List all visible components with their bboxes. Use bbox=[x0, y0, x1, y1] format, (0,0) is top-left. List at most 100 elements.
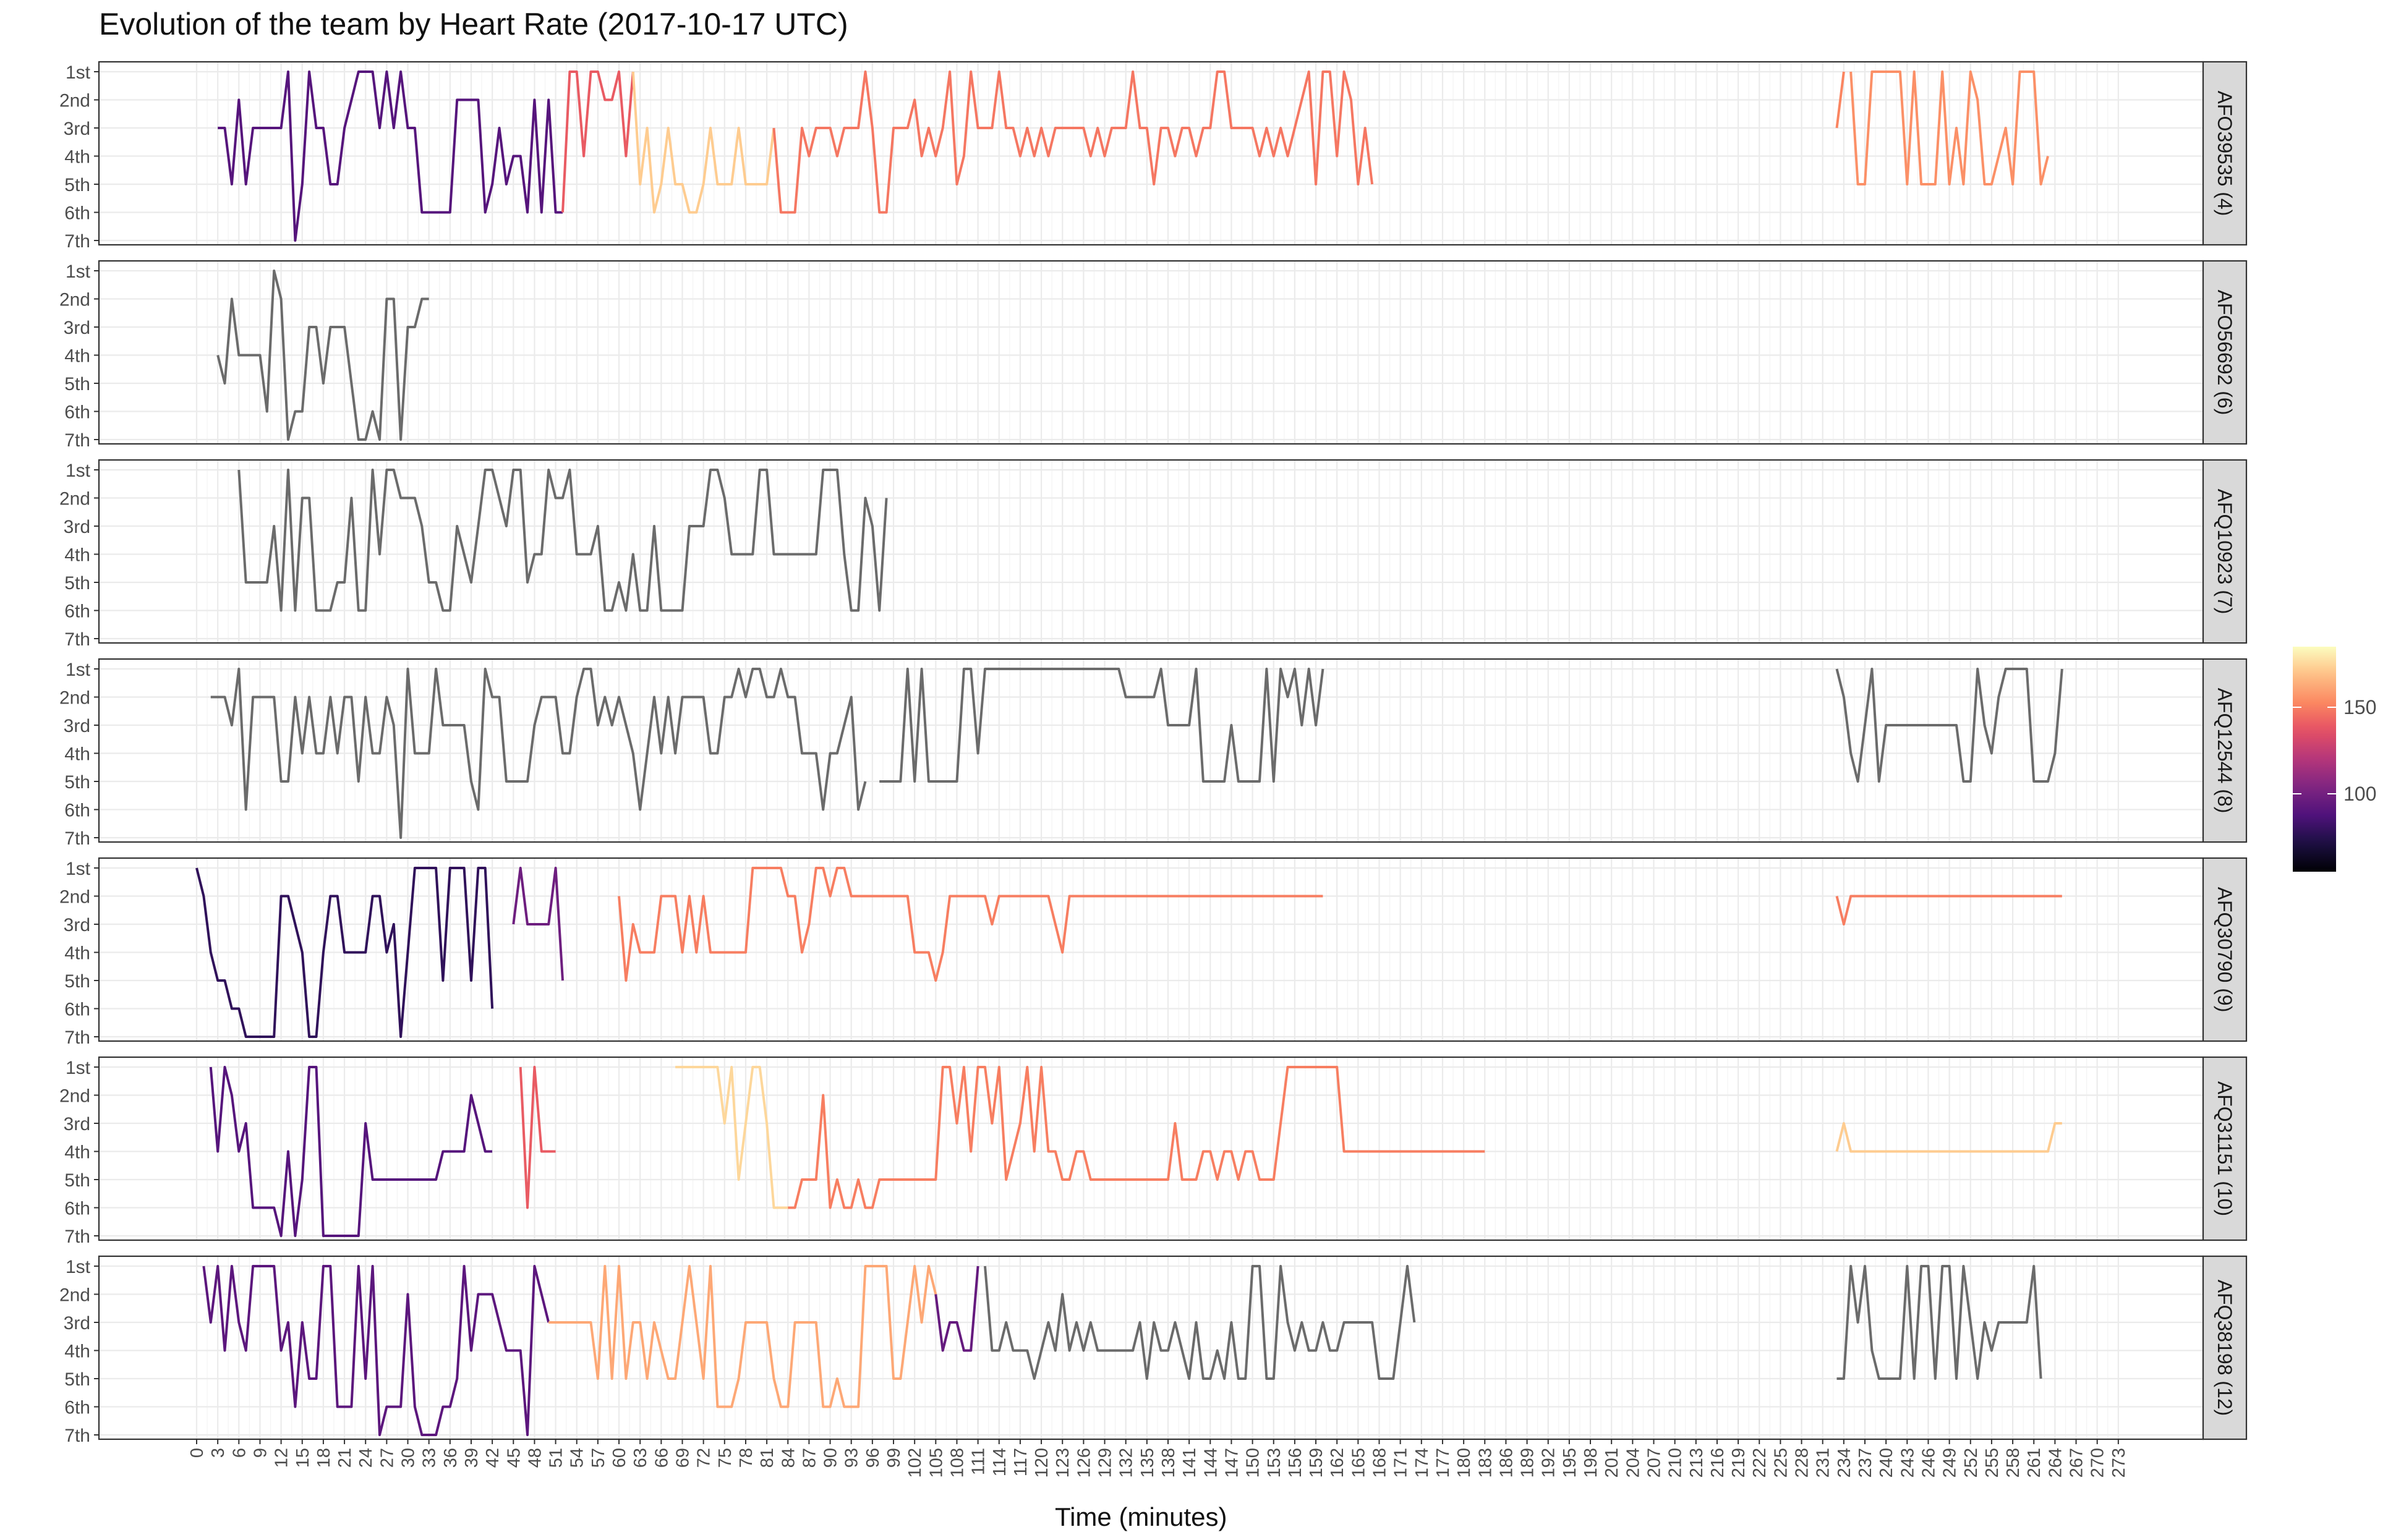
x-tick-label: 75 bbox=[715, 1448, 735, 1468]
facet-strip-label: AFO39535 (4) bbox=[2214, 91, 2236, 216]
series-line bbox=[788, 1066, 1485, 1209]
x-tick-label: 42 bbox=[483, 1448, 503, 1468]
x-tick-label: 33 bbox=[420, 1448, 440, 1468]
facet-strip bbox=[2202, 1255, 2248, 1440]
y-tick-label: 1st bbox=[66, 660, 91, 680]
x-tick-label: 6 bbox=[229, 1448, 249, 1458]
x-tick-label: 270 bbox=[2088, 1448, 2108, 1478]
x-tick-label: 87 bbox=[800, 1448, 819, 1468]
y-tick-label: 5th bbox=[64, 772, 90, 793]
x-tick-label: 15 bbox=[293, 1448, 313, 1468]
y-tick-label: 3rd bbox=[64, 119, 90, 139]
series-line bbox=[519, 1066, 556, 1209]
series-line bbox=[984, 1265, 1416, 1380]
x-tick-label: 93 bbox=[842, 1448, 862, 1468]
y-tick-label: 4th bbox=[64, 147, 90, 168]
y-tick-label: 1st bbox=[66, 1257, 91, 1277]
x-tick-label: 228 bbox=[1793, 1448, 1812, 1478]
y-tick-label: 1st bbox=[66, 1058, 91, 1078]
y-tick-label: 2nd bbox=[59, 887, 90, 908]
y-tick-label: 2nd bbox=[59, 489, 90, 509]
x-tick-label: 201 bbox=[1602, 1448, 1622, 1478]
facet-strip-label: AFQ38198 (12) bbox=[2214, 1280, 2236, 1416]
x-tick-label: 45 bbox=[504, 1448, 524, 1468]
y-tick-label: 4th bbox=[64, 744, 90, 765]
series-line bbox=[1835, 71, 1845, 129]
y-tick-label: 5th bbox=[64, 175, 90, 195]
x-tick-label: 222 bbox=[1750, 1448, 1770, 1478]
series-line bbox=[209, 1066, 493, 1237]
x-tick-label: 255 bbox=[1982, 1448, 2002, 1478]
x-tick-label: 225 bbox=[1771, 1448, 1791, 1478]
x-tick-label: 240 bbox=[1877, 1448, 1896, 1478]
series-line bbox=[1835, 895, 2062, 925]
series-line bbox=[1849, 70, 2049, 185]
x-tick-label: 156 bbox=[1286, 1448, 1305, 1478]
facet-strip-label: AFQ31151 (10) bbox=[2214, 1081, 2236, 1216]
x-tick-label: 51 bbox=[547, 1448, 566, 1468]
y-tick-label: 5th bbox=[64, 1369, 90, 1390]
facet-strip-label: AFQ10923 (7) bbox=[2214, 489, 2236, 615]
x-tick-label: 48 bbox=[525, 1448, 545, 1468]
facet-panel: 1st 2nd 3rd 4th 5th 6th 7th AFQ12544 (8) bbox=[59, 658, 2248, 849]
x-tick-label: 207 bbox=[1644, 1448, 1664, 1478]
x-tick-label: 30 bbox=[399, 1448, 419, 1468]
x-tick-label: 147 bbox=[1222, 1448, 1242, 1478]
x-tick-label: 78 bbox=[736, 1448, 756, 1468]
x-tick-label: 213 bbox=[1687, 1448, 1707, 1478]
x-tick-label: 189 bbox=[1518, 1448, 1538, 1478]
x-tick-label: 183 bbox=[1475, 1448, 1495, 1478]
x-axis-label: Time (minutes) bbox=[1055, 1502, 1227, 1531]
x-tick-label: 132 bbox=[1117, 1448, 1137, 1478]
facet-strip-label: AFQ30790 (9) bbox=[2214, 887, 2236, 1013]
x-tick-label: 117 bbox=[1011, 1448, 1031, 1476]
x-tick-label: 69 bbox=[673, 1448, 693, 1468]
series-line bbox=[512, 867, 564, 981]
y-tick-label: 6th bbox=[64, 1000, 90, 1020]
series-line bbox=[772, 70, 1374, 214]
x-tick-label: 177 bbox=[1433, 1448, 1453, 1478]
x-tick-label: 243 bbox=[1898, 1448, 1917, 1478]
x-tick-label: 153 bbox=[1264, 1448, 1284, 1478]
series-line bbox=[934, 1266, 979, 1352]
x-tick-label: 231 bbox=[1814, 1448, 1833, 1478]
facet-strip bbox=[2202, 1056, 2248, 1241]
facet-panel: 1st 2nd 3rd 4th 5th 6th 7th AFQ31151 (10) bbox=[59, 1056, 2248, 1247]
y-tick-label: 7th bbox=[64, 1027, 90, 1048]
x-tick-label: 12 bbox=[272, 1448, 292, 1468]
x-tick-label: 72 bbox=[694, 1448, 714, 1468]
x-tick-label: 63 bbox=[631, 1448, 650, 1468]
x-tick-label: 258 bbox=[2003, 1448, 2023, 1478]
facet-strip bbox=[2202, 857, 2248, 1042]
x-tick-label: 216 bbox=[1708, 1448, 1728, 1478]
series-line bbox=[561, 70, 634, 213]
y-tick-label: 3rd bbox=[64, 716, 90, 736]
y-tick-label: 6th bbox=[64, 801, 90, 821]
facet-strip-label: AFQ12544 (8) bbox=[2214, 688, 2236, 814]
y-tick-label: 7th bbox=[64, 231, 90, 252]
panel-background bbox=[99, 1057, 2203, 1240]
x-tick-label: 105 bbox=[926, 1448, 946, 1478]
y-tick-label: 2nd bbox=[59, 1285, 90, 1306]
series-line bbox=[631, 71, 775, 214]
x-tick-label: 171 bbox=[1391, 1448, 1411, 1478]
x-tick-label: 114 bbox=[990, 1448, 1010, 1476]
colorbar bbox=[2293, 647, 2336, 872]
y-tick-label: 7th bbox=[64, 430, 90, 451]
y-tick-label: 5th bbox=[64, 1170, 90, 1191]
x-tick-label: 27 bbox=[377, 1448, 397, 1468]
y-tick-label: 6th bbox=[64, 602, 90, 622]
x-tick-label: 18 bbox=[314, 1448, 334, 1468]
x-tick-label: 126 bbox=[1074, 1448, 1094, 1478]
y-tick-label: 3rd bbox=[64, 915, 90, 935]
x-tick-label: 219 bbox=[1729, 1448, 1749, 1478]
y-tick-label: 5th bbox=[64, 573, 90, 593]
series-line bbox=[202, 1265, 550, 1436]
facet-strip-label: AFO56692 (6) bbox=[2214, 290, 2236, 415]
y-tick-label: 7th bbox=[64, 1227, 90, 1247]
x-tick-label: 180 bbox=[1454, 1448, 1474, 1478]
y-tick-label: 6th bbox=[64, 402, 90, 423]
x-tick-label: 195 bbox=[1560, 1448, 1580, 1478]
y-tick-label: 6th bbox=[64, 203, 90, 224]
colorbar-tick-label: 150 bbox=[2343, 696, 2376, 718]
